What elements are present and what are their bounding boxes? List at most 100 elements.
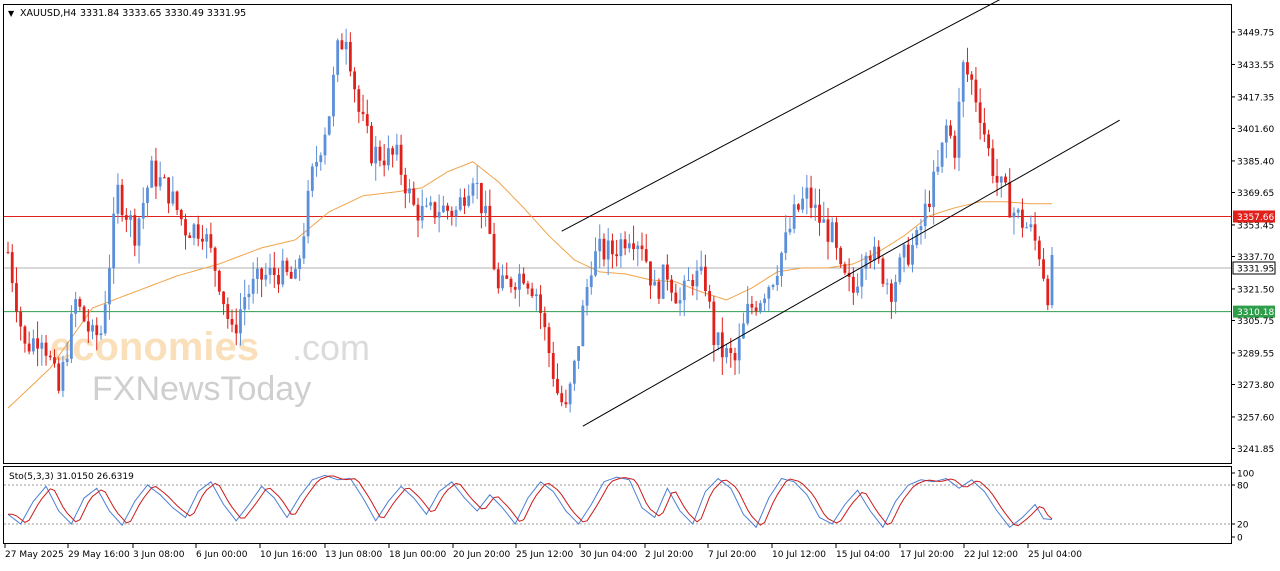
candle-body bbox=[27, 343, 31, 352]
price-tick-label: 3353.45 bbox=[1237, 221, 1274, 231]
candle-body bbox=[898, 257, 902, 282]
candle-body bbox=[551, 353, 555, 379]
candle-body bbox=[36, 338, 39, 349]
candle-body bbox=[843, 264, 847, 273]
candle-body bbox=[294, 269, 297, 279]
price-tick-label: 3241.85 bbox=[1237, 445, 1274, 455]
stoch-tick-label: 80 bbox=[1237, 482, 1249, 492]
candle-body bbox=[665, 264, 669, 280]
stoch-tick-label: 20 bbox=[1237, 521, 1249, 531]
candle-body bbox=[923, 203, 927, 227]
candle-body bbox=[323, 134, 327, 156]
candle-body bbox=[999, 176, 1003, 183]
candle-body bbox=[255, 268, 259, 279]
candle-body bbox=[251, 278, 255, 294]
candle-body bbox=[243, 297, 247, 310]
candle-body bbox=[589, 275, 593, 288]
candle-body bbox=[1012, 212, 1016, 218]
candle-body bbox=[695, 270, 699, 287]
candle-body bbox=[881, 258, 885, 284]
candle-body bbox=[915, 230, 919, 245]
candle-body bbox=[425, 205, 428, 207]
candle-body bbox=[674, 292, 678, 304]
candle-body bbox=[412, 188, 416, 205]
candle-body bbox=[649, 261, 652, 286]
candle-body bbox=[577, 346, 581, 361]
candle-body bbox=[581, 305, 585, 347]
candle-body bbox=[940, 142, 944, 167]
candle-body bbox=[720, 332, 724, 358]
candle-body bbox=[522, 273, 526, 284]
candle-body bbox=[860, 268, 864, 287]
price-tick-label: 3257.60 bbox=[1237, 413, 1274, 423]
time-tick-label: 6 Jun 00:00 bbox=[196, 550, 248, 560]
candle-body bbox=[124, 215, 128, 220]
time-tick-label: 25 Jun 12:00 bbox=[516, 550, 573, 560]
candle-body bbox=[403, 174, 407, 194]
candle-body bbox=[602, 238, 606, 260]
candle-body bbox=[484, 205, 488, 214]
candle-body bbox=[6, 251, 10, 253]
candle-body bbox=[479, 182, 483, 214]
candle-body bbox=[133, 215, 137, 246]
candle-body bbox=[496, 269, 500, 289]
candle-body bbox=[222, 291, 225, 305]
candle-body bbox=[129, 215, 132, 220]
candle-body bbox=[636, 245, 640, 250]
candle-body bbox=[19, 311, 23, 327]
candles bbox=[6, 28, 1054, 413]
candle-body bbox=[911, 244, 914, 265]
watermark-brand-fxnewstoday: FXNewsToday bbox=[92, 370, 311, 408]
candle-body bbox=[851, 276, 855, 293]
candle-body bbox=[112, 213, 116, 269]
candle-body bbox=[885, 283, 889, 285]
candle-body bbox=[513, 287, 517, 290]
candle-body bbox=[585, 287, 589, 306]
candle-body bbox=[15, 283, 18, 312]
candle-body bbox=[120, 184, 124, 216]
price-tick-label: 3305.75 bbox=[1237, 317, 1274, 327]
candle-body bbox=[247, 293, 251, 298]
candle-body bbox=[742, 323, 745, 339]
price-tick-label: 3417.35 bbox=[1237, 93, 1274, 103]
candle-body bbox=[395, 144, 399, 155]
symbol-label: XAUUSD,H4 bbox=[20, 8, 76, 19]
candle-body bbox=[374, 146, 378, 164]
candle-body bbox=[234, 324, 238, 334]
candle-body bbox=[162, 177, 166, 179]
candle-body bbox=[746, 303, 750, 324]
stoch-main-line bbox=[7, 474, 1053, 529]
candle-body bbox=[780, 252, 783, 276]
candle-body bbox=[370, 125, 373, 164]
candle-body bbox=[192, 224, 196, 239]
candle-body bbox=[543, 313, 547, 328]
candle-body bbox=[936, 166, 940, 172]
price-tick-label: 3337.70 bbox=[1237, 253, 1274, 263]
candle-body bbox=[467, 195, 471, 206]
candle-body bbox=[340, 40, 344, 50]
candle-body bbox=[556, 378, 559, 394]
price-tick-label: 3273.80 bbox=[1237, 381, 1274, 391]
time-tick-label: 22 Jul 12:00 bbox=[964, 550, 1018, 560]
watermark: economies .com FXNewsToday bbox=[50, 325, 370, 408]
candle-body bbox=[966, 62, 969, 75]
candle-body bbox=[644, 249, 648, 262]
candle-body bbox=[682, 280, 686, 301]
candle-body bbox=[670, 279, 673, 293]
candle-body bbox=[987, 134, 990, 149]
candle-body bbox=[640, 245, 644, 250]
time-tick-label: 30 Jun 04:00 bbox=[580, 550, 637, 560]
menu-arrow-icon[interactable]: ▼ bbox=[8, 9, 15, 18]
candle-body bbox=[750, 303, 754, 308]
candle-body bbox=[167, 177, 171, 204]
candle-body bbox=[344, 41, 348, 50]
candle-body bbox=[361, 111, 365, 115]
candle-body bbox=[805, 187, 809, 199]
horizontal-levels bbox=[4, 215, 1231, 313]
support-label: 3310.18 bbox=[1237, 308, 1274, 318]
candle-body bbox=[378, 146, 382, 161]
candle-body bbox=[31, 338, 35, 352]
candle-body bbox=[932, 171, 936, 208]
ohlc-values: 3331.84 3333.65 3330.49 3331.95 bbox=[80, 8, 246, 19]
